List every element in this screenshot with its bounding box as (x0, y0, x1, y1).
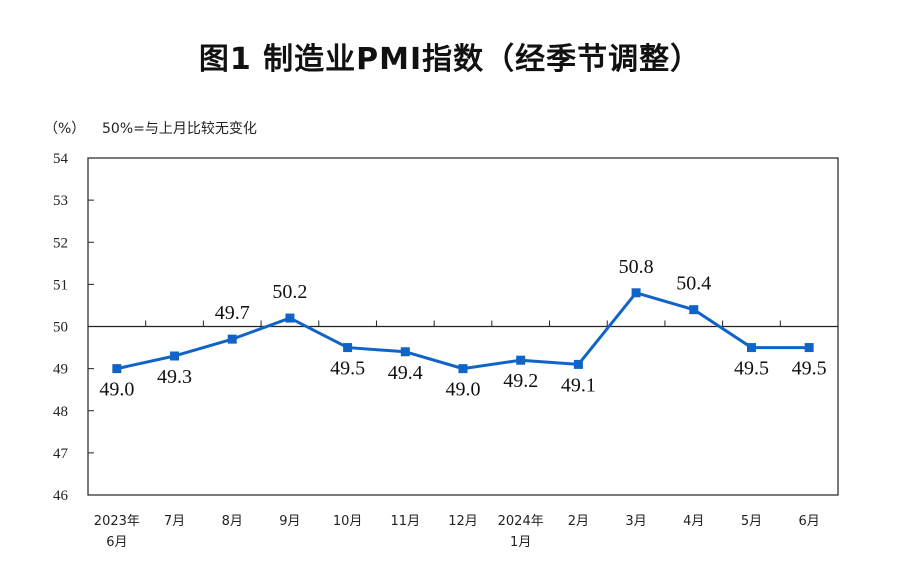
data-point-marker (285, 313, 295, 323)
data-point-marker (112, 364, 122, 374)
x-tick-label: 2月 (568, 514, 589, 529)
x-tick-label: 9月 (279, 514, 300, 529)
x-tick-label: 12月 (448, 514, 478, 529)
chart-title: 图1 制造业PMI指数（经季节调整） (198, 42, 702, 77)
data-label: 49.2 (503, 370, 538, 392)
y-tick-label: 49 (53, 362, 68, 378)
x-tick-label: 3月 (625, 514, 646, 529)
data-label: 50.4 (676, 273, 711, 295)
reference-note: 50%=与上月比较无变化 (102, 121, 257, 137)
data-point-marker (631, 288, 641, 298)
data-point-marker (170, 351, 180, 361)
data-point-marker (343, 343, 353, 353)
y-tick-label: 53 (53, 193, 68, 209)
x-tick-label: 7月 (164, 514, 185, 529)
data-label: 49.7 (215, 302, 250, 324)
data-label: 49.0 (99, 379, 134, 401)
x-tick-label: 11月 (391, 514, 421, 529)
x-tick-label: 8月 (222, 514, 243, 529)
data-label: 50.2 (272, 281, 307, 303)
data-label: 49.0 (446, 379, 481, 401)
data-label: 49.1 (561, 374, 596, 396)
data-point-marker (746, 343, 756, 353)
y-tick-label: 48 (53, 404, 68, 420)
x-tick-label: 1月 (510, 535, 531, 550)
data-point-marker (400, 347, 410, 357)
data-label: 49.4 (388, 362, 423, 384)
data-point-marker (804, 343, 814, 353)
y-tick-label: 51 (53, 277, 68, 293)
y-tick-label: 47 (53, 446, 69, 462)
data-label: 50.8 (619, 256, 654, 278)
data-point-marker (689, 305, 699, 315)
x-tick-label: 5月 (741, 514, 762, 529)
x-tick-label: 2024年 (498, 514, 544, 529)
data-point-marker (458, 364, 468, 374)
x-tick-label: 2023年 (94, 514, 140, 529)
data-label: 49.3 (157, 366, 192, 388)
data-point-marker (573, 359, 583, 369)
y-tick-label: 52 (53, 235, 68, 251)
data-point-marker (227, 334, 237, 344)
y-tick-label: 50 (53, 320, 68, 336)
y-axis-unit: （%） (44, 121, 86, 137)
x-tick-label: 10月 (333, 514, 363, 529)
data-label: 49.5 (330, 358, 365, 380)
x-tick-label: 6月 (799, 514, 820, 529)
y-tick-label: 46 (53, 488, 69, 504)
x-tick-label: 6月 (106, 535, 127, 550)
data-label: 49.5 (734, 358, 769, 380)
data-label: 49.5 (792, 358, 827, 380)
x-tick-label: 4月 (683, 514, 704, 529)
y-tick-label: 54 (53, 151, 69, 167)
data-point-marker (516, 355, 526, 365)
